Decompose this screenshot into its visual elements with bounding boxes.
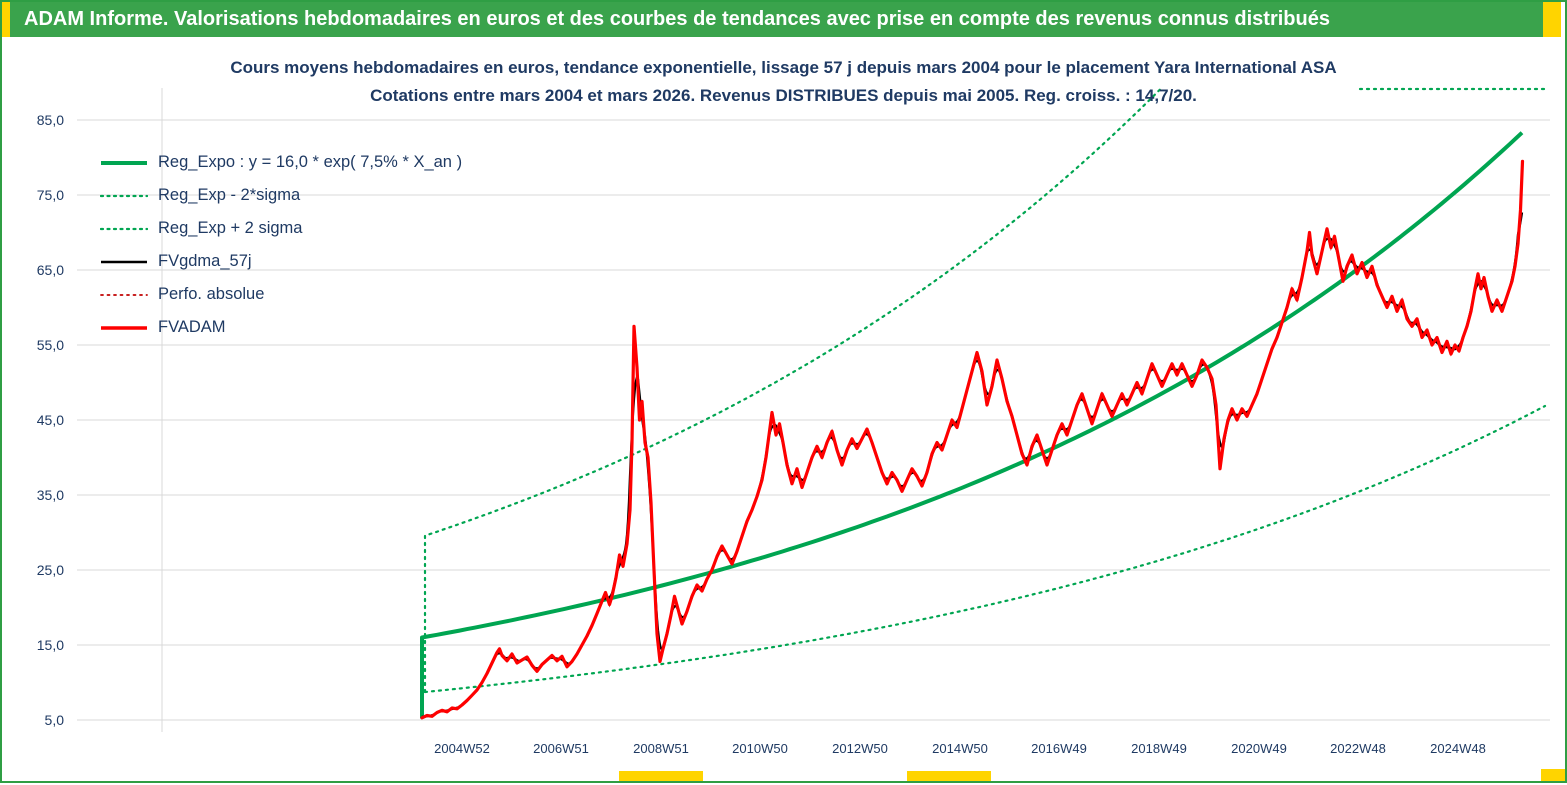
x-tick-label: 2018W49 [1131, 741, 1187, 756]
legend-line-sample [100, 293, 148, 296]
banner: ADAM Informe. Valorisations hebdomadaire… [10, 2, 1543, 37]
legend-item: FVgdma_57j [100, 245, 462, 278]
y-tick-label: 45,0 [37, 412, 64, 428]
upper-sigma-band [423, 88, 1162, 694]
y-tick-label: 65,0 [37, 262, 64, 278]
legend-line-sample [101, 160, 147, 165]
legend-label: FVgdma_57j [158, 252, 252, 270]
legend-line-sample [101, 260, 147, 263]
x-tick-label: 2016W49 [1031, 741, 1087, 756]
y-tick-label: 75,0 [37, 187, 64, 203]
legend-label: FVADAM [158, 318, 226, 336]
x-tick-label: 2010W50 [732, 741, 788, 756]
y-tick-label: 15,0 [37, 637, 64, 653]
legend-item: Reg_Exp - 2*sigma [100, 179, 462, 212]
x-tick-label: 2008W51 [633, 741, 689, 756]
banner-title: ADAM Informe. Valorisations hebdomadaire… [24, 8, 1330, 30]
smoothed-line [421, 212, 1524, 719]
y-tick-label: 25,0 [37, 562, 64, 578]
fvadam-line [420, 159, 1525, 720]
y-tick-label: 35,0 [37, 487, 64, 503]
x-tick-label: 2020W49 [1231, 741, 1287, 756]
x-tick-label: 2006W51 [533, 741, 589, 756]
lower-sigma-band [423, 404, 1547, 694]
yellow-accent-bottom-right [1541, 769, 1565, 781]
yellow-accent-top-left [2, 2, 10, 37]
yellow-accent-bottom-left [619, 771, 703, 781]
legend-label: Reg_Exp - 2*sigma [158, 186, 301, 204]
legend-label: Reg_Expo : y = 16,0 * exp( 7,5% * X_an ) [158, 153, 463, 171]
legend-item: Perfo. absolue [100, 278, 462, 311]
legend-label: Perfo. absolue [158, 285, 265, 303]
legend-item: Reg_Exp + 2 sigma [100, 212, 462, 245]
x-tick-label: 2004W52 [434, 741, 490, 756]
x-tick-label: 2022W48 [1330, 741, 1386, 756]
legend-item: Reg_Expo : y = 16,0 * exp( 7,5% * X_an ) [100, 146, 462, 179]
legend-label: Reg_Exp + 2 sigma [158, 219, 303, 237]
y-tick-label: 85,0 [37, 112, 64, 128]
yellow-accent-top-right [1543, 2, 1561, 37]
legend-line-sample [101, 325, 147, 330]
legend-line-sample [100, 227, 148, 230]
yellow-accent-bottom-middle [907, 771, 991, 781]
x-tick-label: 2012W50 [832, 741, 888, 756]
legend-line-sample [100, 194, 148, 197]
legend-item: FVADAM [100, 311, 462, 344]
y-tick-label: 5,0 [45, 712, 65, 728]
regression-line [420, 131, 1524, 719]
x-tick-label: 2024W48 [1430, 741, 1486, 756]
x-tick-label: 2014W50 [932, 741, 988, 756]
legend: Reg_Expo : y = 16,0 * exp( 7,5% * X_an )… [100, 146, 462, 344]
y-tick-label: 55,0 [37, 337, 64, 353]
